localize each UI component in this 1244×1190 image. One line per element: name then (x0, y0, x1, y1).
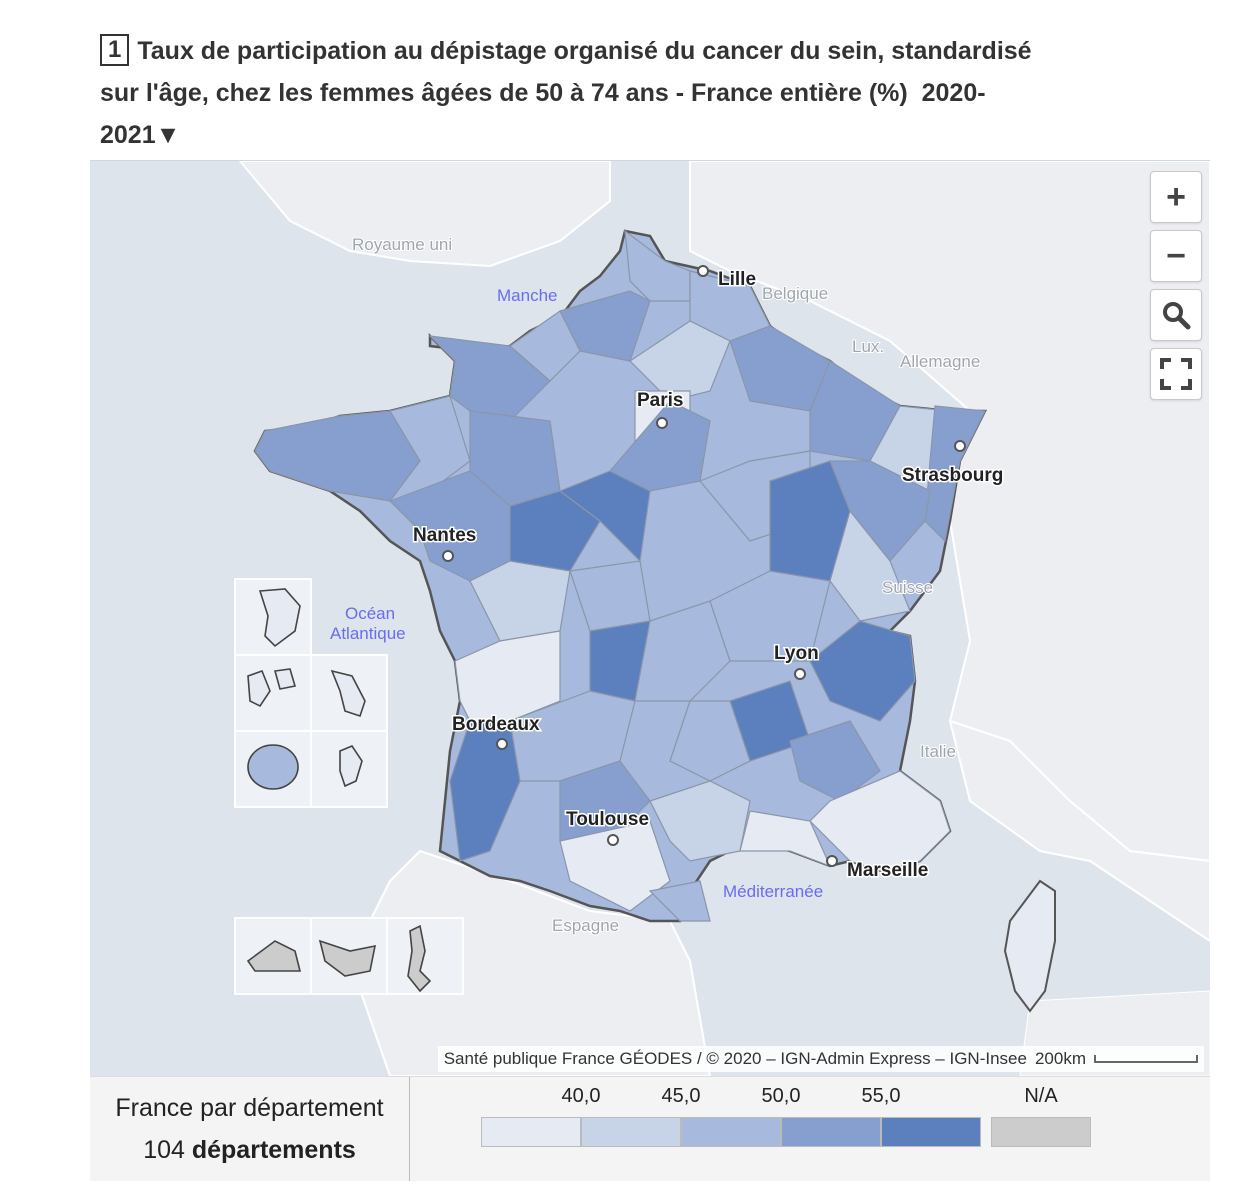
legend-tick: 40,0 (561, 1085, 601, 1107)
label-lyon: Lyon (774, 643, 819, 664)
label-belgique: Belgique (762, 284, 828, 303)
legend-na-label: N/A (1024, 1085, 1058, 1107)
label-ocean-2: Atlantique (330, 624, 406, 643)
map-canvas[interactable]: Royaume uni Belgique Lux. Allemagne Suis… (90, 161, 1210, 1076)
land-italy (948, 719, 1210, 943)
inset-guyane (258, 588, 301, 648)
period-selector[interactable]: 2020-2021▼ (100, 79, 986, 149)
legend-swatch-5 (881, 1117, 981, 1147)
legend-swatch-3 (681, 1117, 781, 1147)
scale-label: 200km (1034, 1049, 1086, 1068)
label-lux: Lux. (852, 337, 884, 356)
corsica (1003, 879, 1056, 1013)
legend-tick: 45,0 (661, 1085, 701, 1107)
title-text: Taux de participation au dépistage organ… (100, 37, 1032, 107)
map-viewport[interactable]: Royaume uni Belgique Lux. Allemagne Suis… (90, 160, 1210, 1076)
fullscreen-button[interactable] (1150, 348, 1202, 400)
chart-title: 1 Taux de participation au dépistage orga… (100, 30, 1060, 156)
label-royaume-uni: Royaume uni (352, 235, 452, 254)
inset-martinique (330, 669, 366, 718)
land-uk (238, 161, 611, 268)
label-bordeaux: Bordeaux (452, 714, 540, 735)
legend-panel: France par département 104 départements … (90, 1076, 1210, 1181)
inset-guadeloupe (247, 668, 297, 708)
legend-swatch-4 (781, 1117, 881, 1147)
legend-swatch-1 (481, 1117, 581, 1147)
label-suisse: Suisse (882, 578, 933, 597)
label-mediterranee: Méditerranée (723, 882, 823, 901)
label-lille: Lille (718, 269, 756, 290)
label-strasbourg: Strasbourg (902, 465, 1003, 486)
legend-scope: France par département 104 départements (90, 1077, 410, 1181)
map-attribution: Santé publique France GÉODES / © 2020 – … (437, 1046, 1204, 1072)
period-label[interactable]: 2020-2021 (100, 79, 986, 149)
legend-swatch-na (991, 1117, 1091, 1147)
inset-reunion (247, 744, 299, 790)
legend-scope-text: France par département (115, 1094, 384, 1122)
legend-count-number: 104 (143, 1136, 185, 1164)
search-icon (1163, 302, 1191, 330)
zoom-out-button[interactable]: − (1150, 230, 1202, 282)
label-manche: Manche (497, 286, 557, 305)
inset-spm (246, 940, 302, 972)
inset-wallis (318, 939, 377, 977)
city-markers (442, 265, 966, 867)
department-shapes[interactable] (254, 229, 986, 922)
inset-mayotte (339, 745, 363, 788)
label-ocean-1: Océan (345, 604, 395, 623)
legend-tick: 55,0 (861, 1085, 901, 1107)
legend-count: 104 départements (90, 1129, 409, 1171)
search-button[interactable] (1150, 289, 1202, 341)
attribution-text: Santé publique France GÉODES / © 2020 – … (443, 1049, 1027, 1068)
label-nantes: Nantes (413, 525, 476, 546)
scale-bar (1094, 1055, 1198, 1063)
label-marseille: Marseille (847, 860, 928, 881)
label-allemagne: Allemagne (900, 352, 980, 371)
label-espagne: Espagne (552, 916, 619, 935)
legend-count-unit: départements (191, 1136, 356, 1164)
label-paris: Paris (637, 390, 683, 411)
period-dropdown-icon[interactable]: ▼ (155, 121, 181, 149)
label-italie: Italie (920, 742, 956, 761)
fullscreen-icon (1160, 358, 1192, 390)
label-toulouse: Toulouse (566, 809, 649, 830)
zoom-in-button[interactable]: + (1150, 171, 1202, 223)
inset-pf (407, 924, 432, 993)
indicator-number: 1 (100, 34, 130, 66)
legend-tick: 50,0 (761, 1085, 801, 1107)
legend-swatch-2 (581, 1117, 681, 1147)
